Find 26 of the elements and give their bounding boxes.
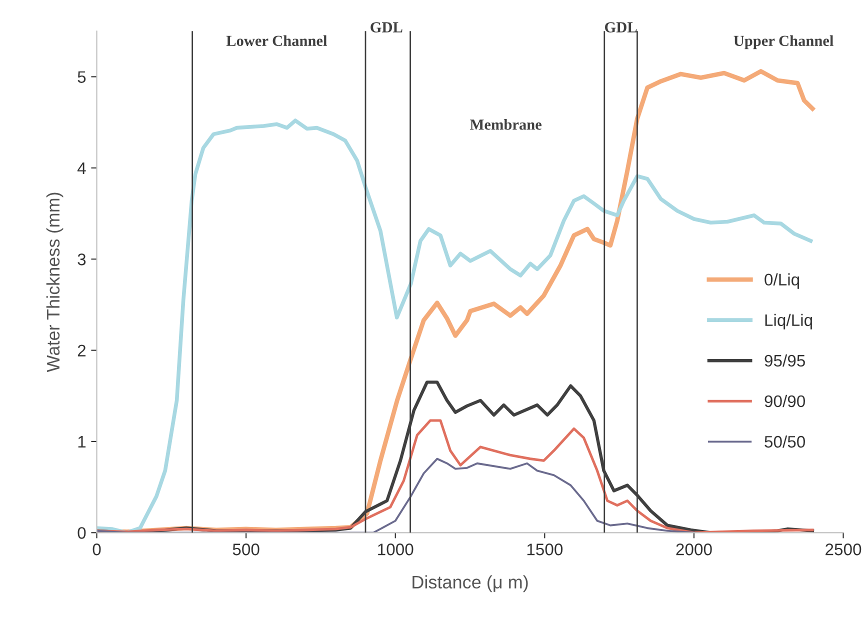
x-tick-label: 1000 [378, 544, 414, 556]
y-tick-label: 4 [77, 162, 86, 174]
y-tick-label: 1 [78, 436, 86, 448]
legend-label: 95/95 [764, 354, 805, 367]
x-tick-label: 2500 [826, 544, 862, 556]
annotation: GDL [370, 22, 402, 32]
legend-label: 0/Liq [764, 273, 800, 289]
line-series [96, 458, 695, 533]
x-tick-label: 500 [232, 544, 260, 556]
annotation: GDL [605, 22, 637, 32]
x-tick-label: 2000 [676, 544, 712, 556]
x-axis-title: Distance (μ m) [412, 575, 528, 592]
y-tick-label: 5 [78, 71, 86, 83]
x-tick-label: 0 [92, 544, 101, 556]
legend-label: 50/50 [764, 435, 806, 448]
y-tick-label: 0 [78, 527, 86, 539]
annotation: Upper Channel [734, 35, 834, 50]
legend-label: 90/90 [764, 394, 806, 408]
y-tick-label: 3 [78, 254, 86, 266]
annotation: Lower Channel [226, 35, 327, 46]
x-tick-label: 1500 [527, 544, 563, 556]
line-series [96, 419, 814, 533]
annotation: Membrane [470, 119, 542, 130]
y-axis-title: Water Thickness (mm) [46, 192, 64, 372]
y-tick-label: 2 [78, 344, 86, 356]
legend-label: Liq/Liq [765, 314, 812, 330]
